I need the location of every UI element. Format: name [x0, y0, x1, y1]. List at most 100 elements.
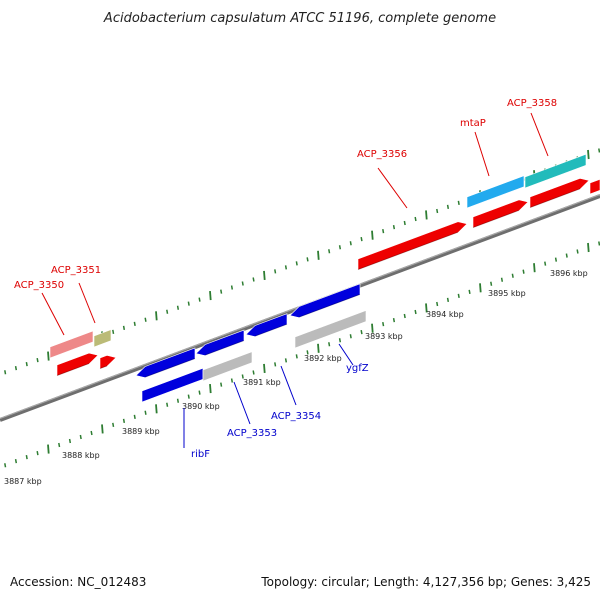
reverse-ruler-tick — [220, 382, 223, 387]
forward-ruler-tick — [274, 269, 277, 274]
forward-ruler-tick — [144, 317, 147, 322]
reverse-ruler-tick — [360, 330, 363, 335]
gene-label-ribf: ribF — [191, 449, 210, 460]
gene-feature-shadow — [144, 358, 196, 378]
gene-feature-ACP_3356-cds — [357, 221, 468, 271]
reverse-ruler-tick — [68, 438, 72, 444]
reverse-ruler-tick — [544, 261, 547, 266]
gene-label-acp-3356: ACP_3356 — [357, 149, 407, 160]
forward-ruler-tick — [112, 329, 115, 335]
reverse-ruler-tick — [587, 242, 590, 253]
reverse-ruler-tick — [576, 249, 579, 254]
reverse-ruler-tick — [144, 410, 147, 415]
gene-labels: ACP_3350 ACP_3351 ACP_3356 mtaP ACP_3358 ribF… — [14, 98, 557, 460]
reverse-ruler-tick — [511, 273, 514, 278]
reverse-ruler-tick — [382, 321, 385, 327]
forward-ruler-tick — [425, 210, 428, 220]
forward-ruler-tick — [349, 241, 352, 246]
reverse-ruler-tick — [392, 317, 396, 323]
forward-ruler-tick — [230, 285, 234, 290]
reverse-ruler-tick — [274, 362, 277, 367]
forward-ruler-tick — [133, 321, 136, 326]
gene-features — [49, 153, 600, 403]
forward-ruler-tick — [360, 237, 363, 242]
reverse-ruler-tick — [241, 374, 244, 379]
gene-label-acp-3350: ACP_3350 — [14, 280, 64, 291]
forward-ruler-tick — [47, 351, 50, 361]
reverse-ruler-tick — [112, 422, 115, 428]
scale-tick-label: 3890 kbp — [182, 402, 220, 411]
forward-ruler-tick — [587, 149, 590, 160]
reverse-ruler-tick — [565, 253, 568, 258]
reverse-ruler-tick — [479, 283, 482, 293]
gene-feature-ACP_3351-cds — [99, 355, 117, 370]
forward-ruler-tick — [382, 228, 385, 234]
reverse-ruler-tick — [209, 384, 212, 394]
gene-feature-shadow — [99, 365, 108, 369]
leader-line — [233, 381, 251, 425]
gene-feature-ygfZ-cds — [294, 310, 367, 349]
leader-line — [41, 292, 65, 336]
leader-line — [280, 365, 297, 406]
forward-ruler-tick — [317, 250, 320, 260]
reverse-strand-ruler — [4, 241, 600, 468]
reverse-ruler-tick — [306, 350, 309, 355]
genome-summary-text: Topology: circular; Length: 4,127,356 bp… — [260, 575, 591, 589]
gene-feature-shadow — [204, 340, 245, 356]
forward-ruler-tick — [263, 270, 266, 281]
gene-feature-shadow — [472, 209, 520, 228]
gene-feature-next-cds — [589, 178, 600, 195]
forward-ruler-tick — [392, 224, 396, 230]
reverse-ruler-tick — [36, 450, 39, 456]
gene-feature-ACP_3350-product — [49, 330, 94, 359]
reverse-ruler-tick — [522, 269, 525, 274]
reverse-ruler-tick — [58, 442, 61, 448]
scale-tick-label: 3896 kbp — [550, 269, 588, 278]
forward-ruler-tick — [436, 208, 439, 214]
accession-text: Accession: NC_012483 — [10, 575, 146, 589]
leader-line — [530, 112, 549, 157]
scale-tick-label: 3888 kbp — [62, 451, 100, 460]
scale-tick-label: 3893 kbp — [365, 332, 403, 341]
forward-ruler-tick — [4, 370, 7, 375]
reverse-ruler-tick — [349, 334, 352, 339]
gene-feature-ygfZ-product — [289, 283, 361, 318]
forward-ruler-tick — [122, 325, 126, 330]
leader-line — [78, 282, 96, 324]
forward-ruler-tick — [328, 249, 331, 254]
scale-tick-label: 3889 kbp — [122, 427, 160, 436]
reverse-ruler-tick — [295, 354, 298, 359]
scale-tick-label: 3894 kbp — [426, 310, 464, 319]
gene-feature-ACP_3353-product — [195, 329, 245, 356]
gene-feature-ACP_3358-product — [524, 153, 587, 189]
forward-ruler-tick — [457, 200, 460, 206]
forward-ruler-tick — [176, 305, 180, 310]
forward-ruler-tick — [25, 362, 28, 367]
gene-feature-ACP_3350-cds — [56, 352, 99, 377]
reverse-ruler-tick — [317, 343, 320, 353]
reverse-ruler-tick — [457, 293, 460, 299]
reverse-ruler-tick — [446, 297, 450, 303]
forward-ruler-tick — [403, 220, 406, 226]
gene-feature-ACP_3351-product — [93, 329, 112, 348]
gene-feature-ACP_3358-cds — [529, 178, 590, 209]
reverse-ruler-tick — [122, 418, 126, 423]
reverse-ruler-tick — [598, 241, 600, 246]
reverse-ruler-tick — [176, 398, 180, 403]
scale-tick-label: 3895 kbp — [488, 289, 526, 298]
scale-tick-label: 3887 kbp — [4, 477, 42, 486]
forward-ruler-tick — [295, 261, 298, 266]
reverse-ruler-tick — [14, 459, 18, 464]
forward-ruler-tick — [166, 309, 169, 314]
reverse-ruler-tick — [371, 323, 374, 333]
reverse-ruler-tick — [4, 463, 7, 468]
gene-label-mtap: mtaP — [460, 118, 486, 129]
forward-ruler-tick — [284, 265, 288, 270]
gene-label-acp-3358: ACP_3358 — [507, 98, 557, 109]
reverse-ruler-tick — [425, 303, 428, 313]
reverse-ruler-tick — [47, 444, 50, 454]
gene-feature-mtaP-cds — [472, 199, 529, 229]
scale-tick-label: 3891 kbp — [243, 378, 281, 387]
leader-line — [338, 343, 354, 366]
forward-ruler-tick — [338, 245, 342, 250]
